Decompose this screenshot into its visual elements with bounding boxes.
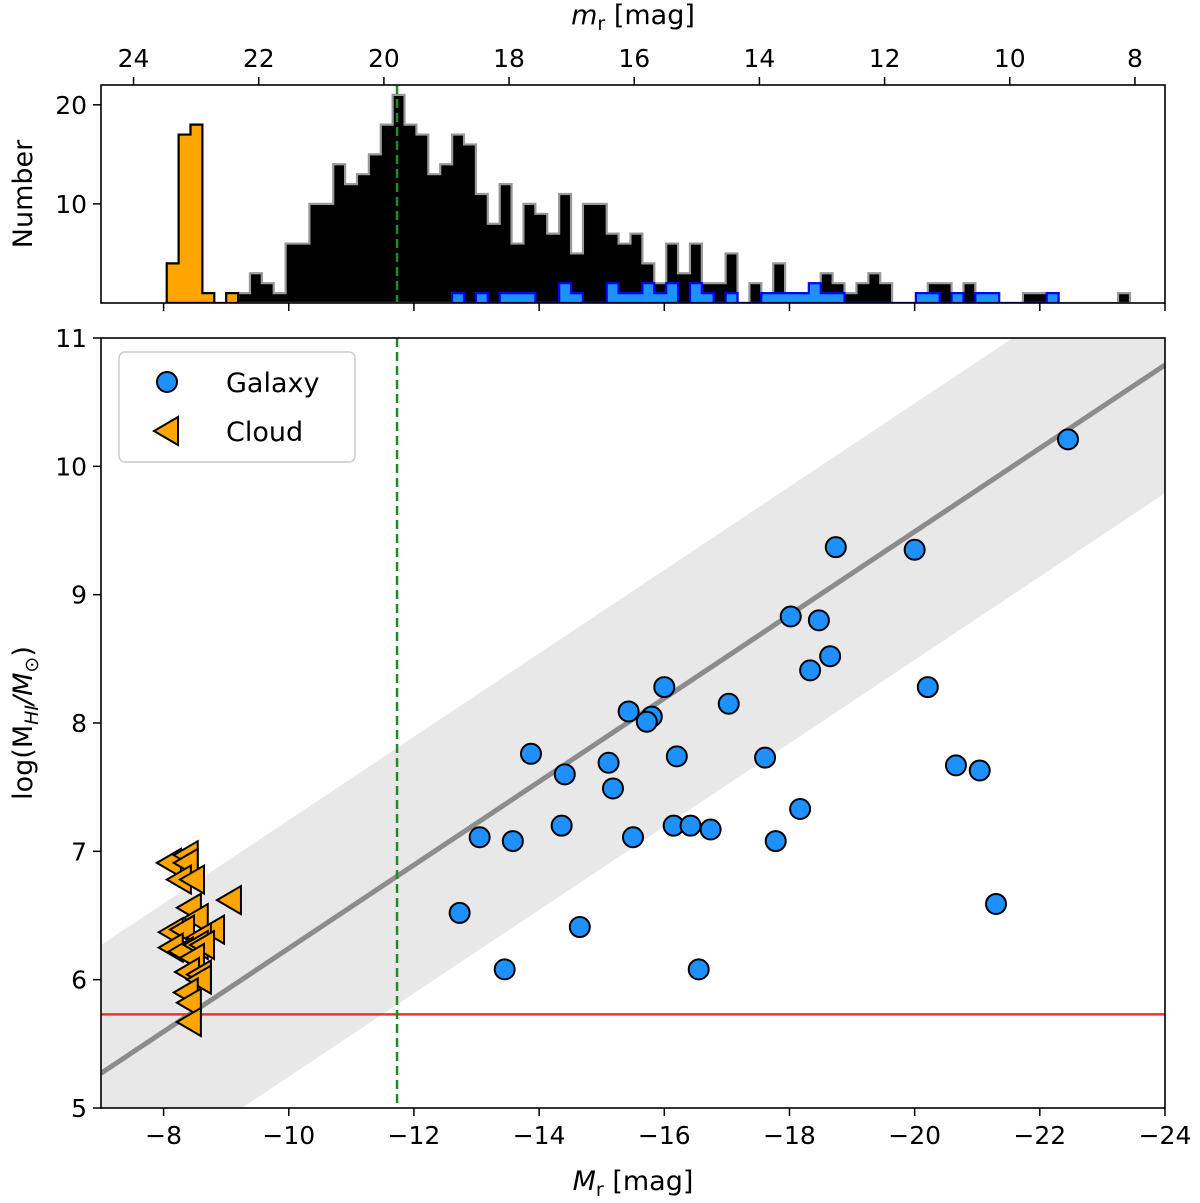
top-x-tick-label: 14	[744, 44, 776, 73]
y-tick-label: 7	[71, 837, 87, 866]
galaxy-point	[985, 892, 1008, 915]
histogram-frame	[100, 84, 1166, 304]
galaxy-point	[824, 536, 847, 559]
top-x-label-main: m	[571, 0, 597, 31]
galaxy-point	[799, 659, 822, 682]
galaxy-point	[550, 814, 573, 837]
galaxy-point	[635, 710, 658, 733]
x-tick-label: −12	[388, 1121, 441, 1150]
histogram-all	[236, 93, 1132, 303]
legend: Galaxy Cloud	[118, 351, 356, 463]
x-tick-label: −18	[763, 1121, 816, 1150]
galaxy-point	[679, 814, 702, 837]
y-tick-label: 8	[71, 709, 87, 738]
galaxy-point	[519, 742, 542, 765]
galaxy-point	[944, 754, 967, 777]
y-label-part: HI	[21, 705, 43, 725]
x-label-sub: r	[596, 1179, 604, 1199]
top-x-tick-label: 18	[493, 44, 525, 73]
top-x-label-unit: [mag]	[605, 0, 695, 31]
galaxy-point	[448, 901, 471, 924]
galaxy-point	[1056, 428, 1079, 451]
top-x-tick-label: 20	[368, 44, 400, 73]
legend-galaxy-label: Galaxy	[226, 368, 319, 399]
top-x-tick-label: 8	[1127, 44, 1143, 73]
histogram-area	[165, 85, 1132, 303]
galaxy-point	[916, 676, 939, 699]
x-axis-label: Mr [mag]	[573, 1166, 694, 1199]
galaxy-point	[468, 826, 491, 849]
galaxy-point	[968, 759, 991, 782]
galaxy-point	[553, 763, 576, 786]
cloud-point	[174, 1006, 202, 1038]
galaxy-point	[597, 751, 620, 774]
y-label-part: log(M	[8, 725, 39, 800]
legend-galaxy-marker	[156, 371, 178, 393]
top-x-axis-label: mr [mag]	[571, 0, 695, 35]
scatter-band	[101, 338, 1165, 1108]
top-x-tick-label: 22	[243, 44, 275, 73]
galaxy-point	[764, 830, 787, 853]
x-tick-label: −20	[888, 1121, 941, 1150]
cloud-point	[174, 987, 202, 1019]
galaxy-point	[699, 818, 722, 841]
hist-y-tick-label: 10	[55, 190, 87, 219]
galaxy-point	[622, 826, 644, 849]
y-label-part: /M	[8, 673, 39, 707]
top-x-tick-label: 10	[994, 44, 1026, 73]
hist-y-axis-label: Number	[8, 139, 39, 248]
cloud-point	[178, 863, 206, 896]
legend-cloud-label: Cloud	[226, 417, 303, 448]
y-tick-label: 9	[71, 581, 87, 610]
y-tick-label: 11	[55, 324, 87, 353]
galaxy-point	[807, 609, 830, 632]
galaxy-point	[779, 605, 802, 628]
galaxy-point	[568, 916, 591, 939]
cloud-point	[181, 902, 209, 934]
galaxy-point	[653, 676, 676, 699]
galaxy-point	[903, 538, 926, 561]
top-x-tick-label: 24	[118, 44, 150, 73]
galaxy-point	[717, 692, 740, 715]
y-tick-label: 10	[55, 452, 87, 481]
y-tick-label: 5	[71, 1094, 87, 1123]
y-axis-label: log(MHI/M⊙)	[8, 646, 43, 800]
y-tick-label: 6	[71, 966, 87, 995]
galaxy-point	[665, 745, 688, 768]
x-tick-label: −24	[1139, 1121, 1192, 1150]
x-tick-label: −8	[145, 1121, 182, 1150]
galaxy-point	[819, 645, 842, 668]
x-tick-label: −14	[513, 1121, 566, 1150]
histogram-galaxy	[451, 282, 1060, 303]
galaxy-point	[789, 797, 812, 820]
histogram-cloud	[165, 123, 240, 303]
top-x-tick-label: 12	[869, 44, 901, 73]
y-label-part: )	[8, 646, 39, 657]
cloud-point	[214, 884, 242, 916]
galaxy-point	[501, 830, 524, 853]
scatter-plot-area	[101, 338, 1165, 1108]
galaxy-point	[493, 958, 516, 981]
top-x-label-sub: r	[597, 13, 605, 35]
x-tick-label: −10	[262, 1121, 315, 1150]
top-x-tick-label: 16	[618, 44, 650, 73]
y-label-part: ⊙	[21, 657, 43, 673]
legend-cloud-marker	[152, 415, 179, 447]
x-label-main: M	[573, 1166, 596, 1197]
galaxy-point	[687, 958, 710, 981]
x-tick-label: −16	[638, 1121, 691, 1150]
galaxy-point	[617, 700, 640, 723]
x-label-unit: [mag]	[604, 1166, 694, 1197]
cloud-point	[184, 963, 212, 996]
hist-y-tick-label: 20	[55, 91, 87, 120]
galaxy-point	[601, 777, 624, 800]
galaxy-point	[754, 746, 777, 769]
x-tick-label: −22	[1013, 1121, 1066, 1150]
